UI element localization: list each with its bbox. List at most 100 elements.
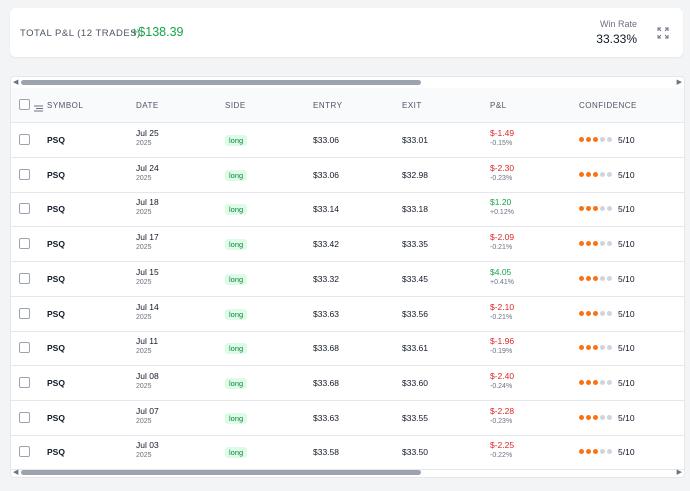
confidence-dot bbox=[600, 137, 605, 142]
date-cell: Jul 18 bbox=[136, 197, 159, 208]
pnl-cell: $-2.40 bbox=[490, 370, 515, 381]
date-cell: Jul 03 bbox=[136, 440, 159, 451]
scroll-left-icon[interactable]: ◀ bbox=[13, 79, 19, 86]
confidence-dot bbox=[600, 449, 605, 455]
table-row[interactable]: PSQ Jul 17 2025 long $33.42 $33.35 $-2.09 -0.21… bbox=[11, 227, 684, 263]
table-row[interactable]: PSQ Jul 18 2025 long $33.14 $33.18 $1.20 +0.12%… bbox=[11, 192, 684, 228]
top-horizontal-scrollbar[interactable]: ◀ ▶ bbox=[11, 78, 684, 87]
entry-cell: $33.06 bbox=[313, 135, 339, 145]
confidence-dot bbox=[579, 414, 584, 420]
table-header: SYMBOL DATE SIDE ENTRY EXIT P&L CONFIDEN… bbox=[11, 88, 684, 123]
side-badge: long bbox=[225, 343, 248, 355]
symbol-cell: PSQ bbox=[47, 343, 65, 354]
confidence-dot bbox=[586, 379, 591, 385]
confidence-dot bbox=[600, 414, 605, 420]
table-row[interactable]: PSQ Jul 08 2025 long $33.68 $33.60 $-2.40 -0.24… bbox=[11, 366, 684, 401]
date-cell: Jul 08 bbox=[136, 370, 159, 381]
row-checkbox[interactable] bbox=[19, 342, 30, 354]
confidence-dot bbox=[607, 449, 612, 455]
symbol-cell: PSQ bbox=[47, 447, 65, 458]
confidence-dot bbox=[579, 137, 584, 142]
side-badge: long bbox=[225, 412, 248, 424]
date-cell: Jul 11 bbox=[136, 336, 159, 347]
symbol-cell: PSQ bbox=[47, 308, 65, 319]
symbol-cell: PSQ bbox=[47, 377, 65, 388]
year-cell: 2025 bbox=[136, 209, 152, 217]
table-row[interactable]: PSQ Jul 24 2025 long $33.06 $32.98 $-2.30 -0.23… bbox=[11, 158, 684, 193]
confidence-dot bbox=[579, 310, 584, 316]
table-row[interactable]: PSQ Jul 14 2025 long $33.63 $33.56 $-2.10 -0.21… bbox=[11, 297, 684, 332]
exit-cell: $32.98 bbox=[402, 169, 428, 180]
side-badge: long bbox=[225, 135, 248, 146]
table-row[interactable]: PSQ Jul 07 2025 long $33.63 $33.55 $-2.28 -0.23… bbox=[11, 401, 684, 436]
confidence-dot bbox=[586, 414, 591, 420]
confidence-dot bbox=[593, 379, 598, 385]
confidence-dot bbox=[607, 137, 612, 142]
confidence-cell: 5/10 bbox=[618, 447, 635, 458]
entry-cell: $33.63 bbox=[313, 308, 339, 319]
row-checkbox[interactable] bbox=[19, 168, 30, 180]
table-row[interactable]: PSQ Jul 15 2025 long $33.32 $33.45 $4.05 +0.41%… bbox=[11, 262, 684, 297]
bottom-horizontal-scrollbar[interactable]: ◀ ▶ bbox=[11, 468, 684, 477]
win-rate-label: Win Rate bbox=[599, 19, 637, 29]
pnl-percent-cell: -0.15% bbox=[490, 140, 513, 147]
entry-cell: $33.14 bbox=[313, 204, 339, 215]
confidence-cell: 5/10 bbox=[618, 239, 635, 250]
row-checkbox[interactable] bbox=[19, 203, 30, 215]
symbol-cell: PSQ bbox=[47, 273, 65, 284]
column-header-exit[interactable]: EXIT bbox=[402, 101, 422, 110]
pnl-percent-cell: -0.21% bbox=[490, 313, 513, 321]
year-cell: 2025 bbox=[136, 174, 152, 182]
table-row[interactable]: PSQ Jul 11 2025 long $33.68 $33.61 $-1.96 -0.19… bbox=[11, 331, 684, 367]
pnl-cell: $-2.09 bbox=[490, 232, 515, 243]
row-checkbox[interactable] bbox=[19, 376, 30, 388]
column-filter-icon[interactable] bbox=[34, 100, 43, 112]
table-row[interactable]: PSQ Jul 25 2025 long $33.06 $33.01 $-1.49 -0.15… bbox=[11, 123, 684, 158]
exit-cell: $33.45 bbox=[402, 273, 428, 284]
row-checkbox[interactable] bbox=[19, 446, 30, 458]
row-checkbox[interactable] bbox=[19, 238, 30, 250]
column-header-confidence[interactable]: CONFIDENCE bbox=[579, 101, 637, 110]
row-checkbox[interactable] bbox=[19, 411, 30, 423]
date-cell: Jul 14 bbox=[136, 301, 159, 312]
pnl-cell: $-1.49 bbox=[490, 128, 515, 138]
symbol-cell: PSQ bbox=[47, 412, 65, 423]
expand-icon[interactable] bbox=[657, 26, 669, 39]
year-cell: 2025 bbox=[136, 313, 152, 321]
column-header-date[interactable]: DATE bbox=[136, 101, 159, 110]
entry-cell: $33.42 bbox=[313, 239, 339, 250]
exit-cell: $33.35 bbox=[402, 239, 428, 250]
confidence-dot bbox=[579, 241, 584, 247]
select-all-checkbox[interactable] bbox=[19, 99, 30, 110]
side-badge: long bbox=[225, 169, 248, 181]
scroll-left-icon[interactable]: ◀ bbox=[13, 469, 19, 476]
row-checkbox[interactable] bbox=[19, 134, 30, 145]
row-checkbox[interactable] bbox=[19, 272, 30, 284]
confidence-cell: 5/10 bbox=[618, 273, 635, 284]
column-header-entry[interactable]: ENTRY bbox=[313, 101, 343, 110]
scrollbar-thumb[interactable] bbox=[21, 470, 421, 475]
confidence-dot bbox=[593, 241, 598, 247]
row-checkbox[interactable] bbox=[19, 307, 30, 319]
column-header-pnl[interactable]: P&L bbox=[490, 101, 507, 110]
entry-cell: $33.58 bbox=[313, 447, 339, 458]
confidence-dot bbox=[607, 379, 612, 385]
column-header-symbol[interactable]: SYMBOL bbox=[47, 101, 84, 110]
column-header-side[interactable]: SIDE bbox=[225, 101, 246, 110]
scrollbar-thumb[interactable] bbox=[21, 80, 421, 85]
confidence-dot bbox=[586, 310, 591, 316]
scroll-right-icon[interactable]: ▶ bbox=[676, 79, 682, 86]
table-row[interactable]: PSQ Jul 03 2025 long $33.58 $33.50 $-2.25 -0.22… bbox=[11, 435, 684, 471]
confidence-dot bbox=[600, 171, 605, 177]
entry-cell: $33.63 bbox=[313, 412, 339, 423]
pnl-percent-cell: -0.22% bbox=[490, 452, 513, 460]
date-cell: Jul 07 bbox=[136, 405, 159, 416]
entry-cell: $33.68 bbox=[313, 343, 339, 354]
confidence-dot bbox=[600, 310, 605, 316]
scroll-right-icon[interactable]: ▶ bbox=[676, 469, 682, 476]
confidence-dot bbox=[607, 310, 612, 316]
confidence-dot bbox=[593, 414, 598, 420]
confidence-dot bbox=[600, 206, 605, 212]
pnl-summary-card: TOTAL P&L (12 TRADES) +$138.39 Win Rate … bbox=[10, 8, 683, 57]
confidence-dot bbox=[593, 310, 598, 316]
